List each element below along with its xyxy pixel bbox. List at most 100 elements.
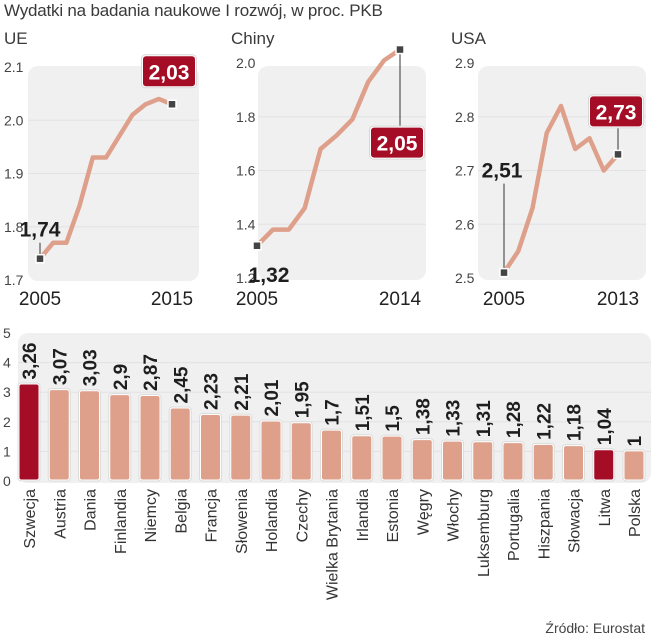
- y-tick-label-ue: 1.8: [4, 219, 24, 235]
- bar-category-label: Estonia: [385, 489, 402, 542]
- bar-value-label: 1,7: [323, 399, 344, 425]
- bar-value-label: 1,33: [444, 400, 465, 437]
- annotation-start-ue: 1,74: [20, 219, 61, 242]
- bar: [412, 440, 432, 480]
- bar: [594, 450, 614, 480]
- panel-bg-chiny: [258, 66, 426, 280]
- annotation-end-chiny: 2,05: [377, 133, 418, 156]
- bar-category-label: Francja: [204, 489, 221, 542]
- annotation-start-usa: 2,51: [482, 160, 523, 183]
- data-point-marker-ue: [35, 253, 45, 264]
- bar: [291, 423, 311, 480]
- chart-title: Wydatki na badania naukowe I rozwój, w p…: [4, 1, 383, 20]
- bar: [49, 390, 69, 480]
- bar: [140, 396, 160, 480]
- series-line-usa: [501, 103, 621, 275]
- panel-title-usa: USA: [451, 29, 486, 48]
- bar: [80, 391, 99, 480]
- annotation-end-ue: 2,03: [149, 61, 190, 84]
- series-line-chiny: [254, 47, 403, 248]
- bar-category-label: Szwecja: [22, 489, 39, 549]
- bar: [201, 414, 220, 480]
- bar-category-label: Słowacja: [567, 489, 584, 553]
- badge-ue: [143, 56, 195, 87]
- bar-value-label: 3,26: [20, 343, 41, 380]
- bar-category-label: Portugalia: [506, 489, 523, 561]
- bar-value-label: 2,9: [111, 364, 132, 390]
- bar-y-tick-label: 1: [3, 443, 11, 459]
- bar-value-label: 1,22: [534, 403, 555, 440]
- bar-category-label: Hiszpania: [536, 489, 553, 559]
- bar-value-label: 1,38: [413, 398, 434, 435]
- y-tick-label-chiny: 1.4: [236, 216, 256, 232]
- bar: [322, 430, 341, 480]
- bar: [443, 441, 462, 480]
- bar-category-label: Finlandia: [113, 489, 130, 554]
- badge-usa: [590, 96, 642, 127]
- bar-value-label: 1: [625, 435, 646, 446]
- bar-value-label: 3,03: [81, 349, 102, 386]
- y-tick-label-chiny: 1.8: [236, 109, 256, 125]
- y-tick-label-ue: 1.9: [4, 166, 24, 182]
- x-tick-label-chiny: 2005: [236, 289, 278, 310]
- y-tick-label-usa: 2.7: [455, 163, 475, 179]
- bar-category-label: Holandia: [264, 489, 281, 552]
- x-tick-label-usa: 2013: [597, 289, 639, 310]
- bar: [533, 444, 553, 480]
- y-tick-label-ue: 2.0: [4, 112, 24, 128]
- bar-value-label: 1,28: [504, 401, 525, 438]
- bar: [503, 443, 523, 480]
- y-tick-label-usa: 2.9: [455, 55, 475, 71]
- data-point-marker-usa: [613, 149, 623, 160]
- bar-category-label: Czechy: [294, 489, 311, 542]
- y-tick-label-usa: 2.6: [455, 216, 475, 232]
- bar-value-label: 2,21: [232, 373, 253, 410]
- data-point-marker-chiny: [252, 241, 262, 251]
- bar-value-label: 2,45: [171, 366, 192, 403]
- bar-category-label: Irlandia: [355, 489, 372, 542]
- bar-y-tick-label: 4: [3, 355, 11, 371]
- bar-value-label: 1,5: [383, 405, 404, 432]
- bar-value-label: 3,07: [50, 348, 71, 385]
- bar-category-label: Austria: [52, 489, 69, 539]
- y-tick-label-ue: 2.1: [4, 59, 24, 75]
- x-tick-label-chiny: 2014: [379, 289, 422, 310]
- bar-y-tick-label: 5: [3, 325, 11, 341]
- bar-value-label: 1,51: [353, 394, 374, 431]
- bar: [261, 421, 281, 480]
- x-tick-label-ue: 2015: [151, 289, 193, 310]
- y-tick-label-usa: 2.5: [455, 270, 475, 286]
- annotation-start-chiny: 1,32: [249, 264, 290, 287]
- bar-value-label: 1,18: [565, 404, 586, 441]
- bar-category-label: Wielka Brytania: [325, 489, 342, 600]
- bar-category-label: Węgry: [415, 489, 432, 535]
- bar-category-label: Luksemburg: [476, 489, 493, 577]
- bar-value-label: 2,01: [262, 379, 283, 416]
- bar: [352, 436, 372, 480]
- bar: [170, 408, 190, 480]
- bar-value-label: 1,04: [595, 408, 616, 445]
- bar: [231, 415, 251, 480]
- bar-category-label: Polska: [627, 489, 644, 537]
- annotation-end-usa: 2,73: [596, 101, 637, 124]
- bar-category-label: Dania: [83, 489, 100, 531]
- y-tick-label-chiny: 1.6: [236, 163, 256, 179]
- data-point-marker-ue: [167, 99, 177, 110]
- data-point-marker-chiny: [395, 44, 405, 55]
- bar: [564, 446, 583, 480]
- panel-title-chiny: Chiny: [231, 29, 275, 48]
- bar-y-tick-label: 3: [3, 384, 11, 400]
- bar-value-label: 1,95: [292, 381, 313, 418]
- bar-category-label: Litwa: [597, 489, 614, 526]
- bar-y-tick-label: 2: [3, 414, 11, 430]
- bar: [382, 436, 402, 480]
- bar-value-label: 2,23: [202, 373, 223, 410]
- bar: [19, 384, 39, 480]
- badge-chiny: [371, 127, 423, 158]
- series-line-ue: [37, 96, 175, 261]
- bar: [473, 442, 493, 480]
- y-tick-label-chiny: 1.2: [236, 270, 256, 286]
- y-tick-label-usa: 2.8: [455, 109, 475, 125]
- bar-category-label: Belgia: [173, 489, 190, 534]
